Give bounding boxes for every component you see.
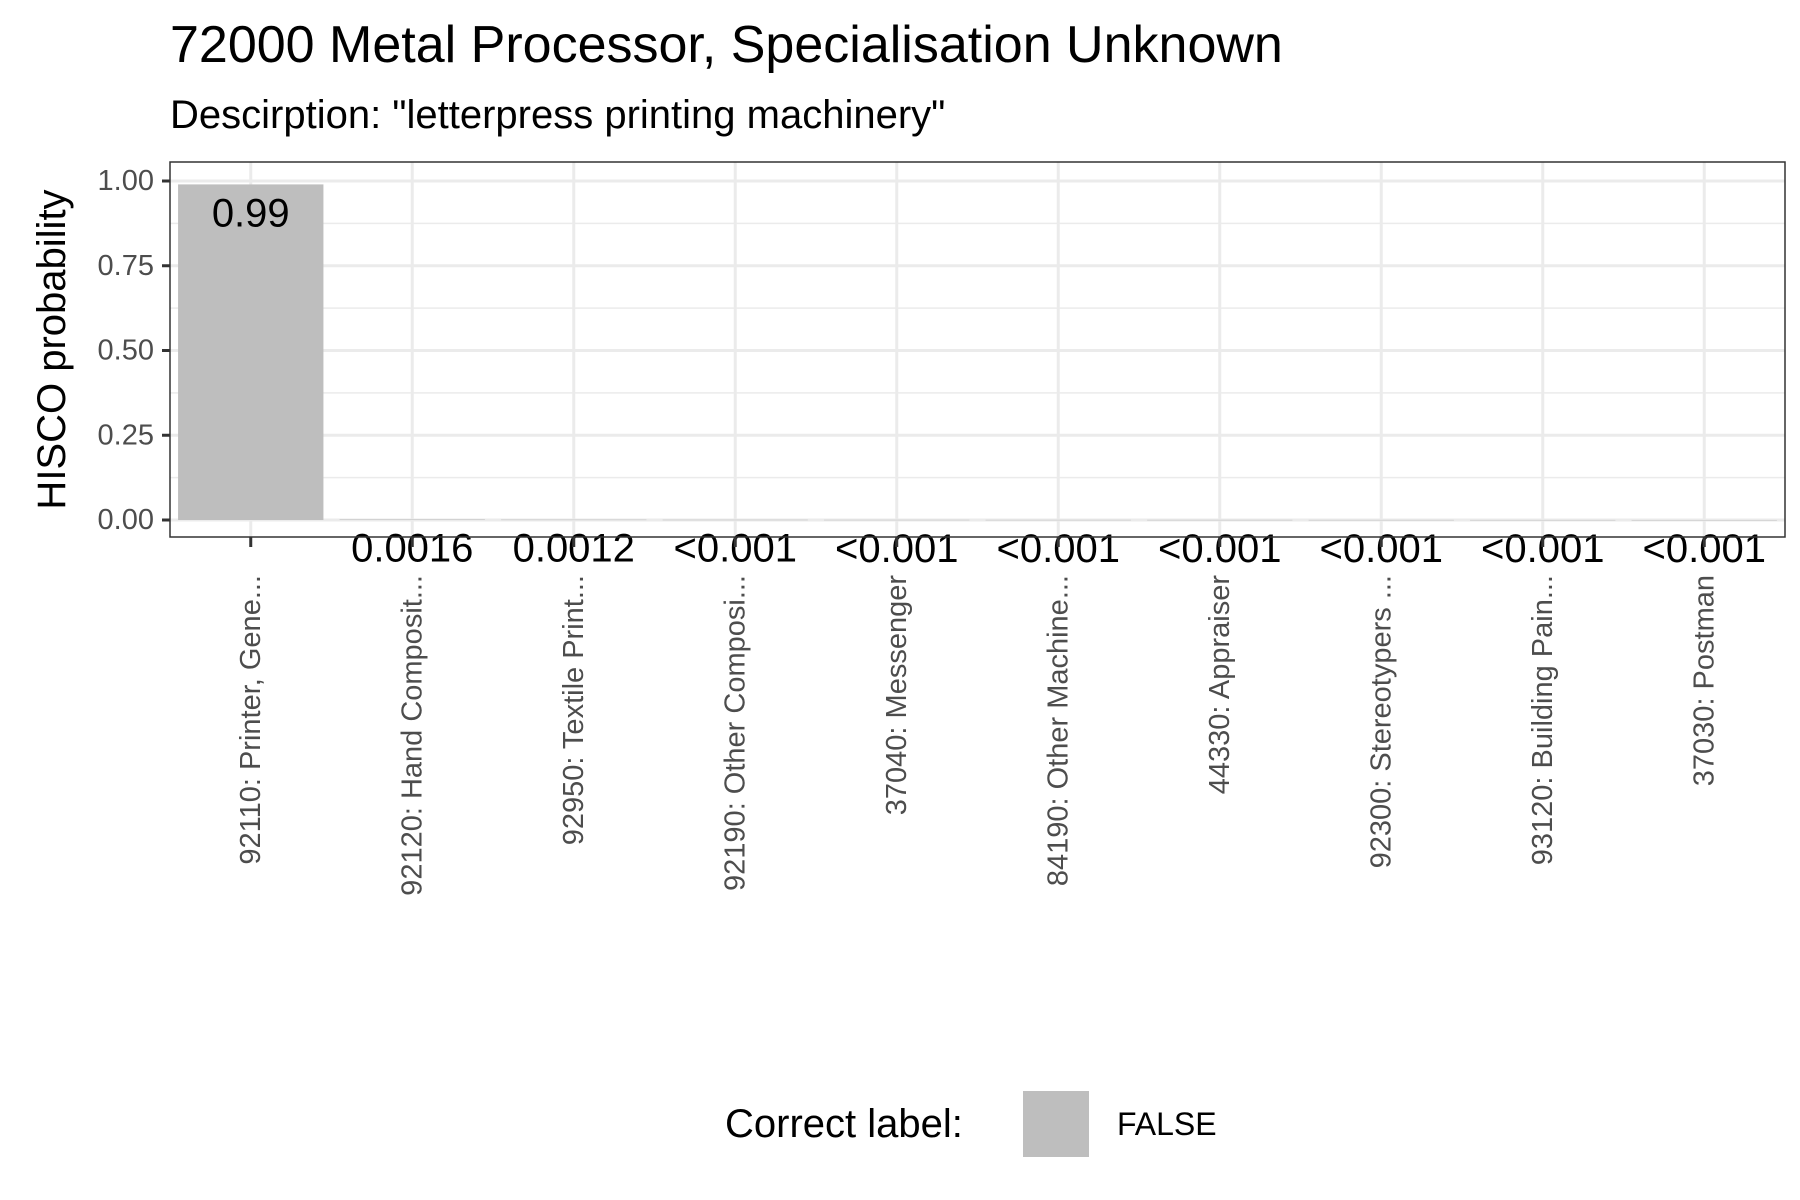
y-tick-label: 1.00 <box>98 165 154 197</box>
legend: Correct label: FALSE <box>725 1091 1217 1157</box>
y-tick-label: 0.00 <box>98 504 154 536</box>
bar <box>985 519 1131 521</box>
data-label: <0.001 <box>997 527 1120 571</box>
data-label: <0.001 <box>835 527 958 571</box>
bar <box>1308 519 1454 521</box>
data-label: <0.001 <box>1643 527 1766 571</box>
x-tick-label: 92950: Textile Print... <box>558 575 590 845</box>
y-tick-label: 0.25 <box>98 419 154 451</box>
y-tick-label: 0.50 <box>98 335 154 367</box>
bar <box>1470 519 1616 521</box>
legend-swatch <box>1023 1091 1089 1157</box>
data-label: <0.001 <box>674 527 797 571</box>
bar <box>339 519 485 520</box>
x-tick-label: 92300: Stereotypers ... <box>1365 575 1397 868</box>
x-tick-label: 37030: Postman <box>1688 575 1720 786</box>
data-label: <0.001 <box>1320 527 1443 571</box>
legend-label-false: FALSE <box>1117 1106 1217 1142</box>
bars: 0.99 0.0016 0.0012 <0.001 <0.001 <0.001 <0.001… <box>178 184 1777 571</box>
bar <box>501 519 647 521</box>
data-label: 0.0016 <box>351 526 473 570</box>
bar <box>178 184 324 520</box>
bar <box>1147 519 1293 521</box>
chart-title: 72000 Metal Processor, Specialisation Un… <box>170 16 1283 74</box>
x-tick-label: 44330: Appraiser <box>1204 575 1236 795</box>
chart-subtitle: Descirption: "letterpress printing machi… <box>170 93 945 137</box>
bar <box>824 519 970 521</box>
data-label: <0.001 <box>1481 527 1604 571</box>
legend-title: Correct label: <box>725 1102 963 1146</box>
bar <box>1631 519 1777 521</box>
x-tick-label: 84190: Other Machine... <box>1042 575 1074 886</box>
y-tick-label: 0.75 <box>98 250 154 282</box>
bar <box>662 519 808 521</box>
x-tick-label: 37040: Messenger <box>881 575 913 816</box>
y-axis-label: HISCO probability <box>30 189 74 509</box>
data-label: 0.99 <box>212 191 290 235</box>
x-tick-label: 92120: Hand Composit... <box>396 575 428 896</box>
axes: 0.00 0.25 0.50 0.75 1.00 92110: Printer, Gene… <box>98 165 1721 896</box>
data-label: <0.001 <box>1158 527 1281 571</box>
x-tick-label: 93120: Building Pain... <box>1527 575 1559 865</box>
data-label: 0.0012 <box>513 527 635 571</box>
x-tick-label: 92190: Other Composi... <box>719 575 751 891</box>
x-tick-label: 92110: Printer, Gene... <box>235 575 267 865</box>
grid <box>170 162 1785 537</box>
